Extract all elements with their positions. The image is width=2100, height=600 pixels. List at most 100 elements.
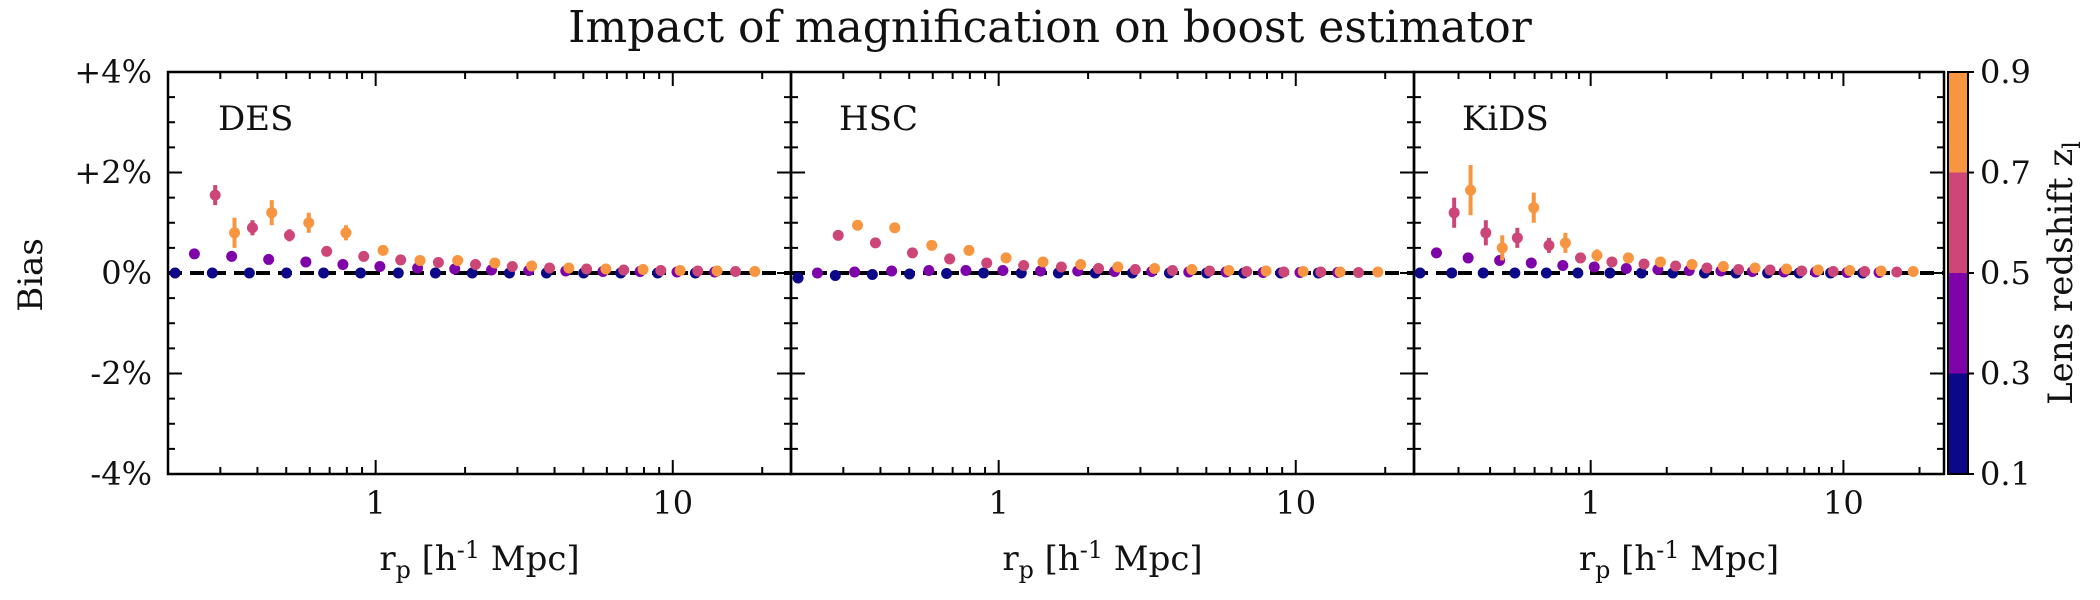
data-point [300, 256, 312, 268]
data-point [358, 250, 370, 262]
data-point [1604, 267, 1616, 279]
data-point [904, 268, 916, 280]
data-point [266, 207, 278, 219]
data-point [563, 262, 575, 274]
colorbar-label: Lens redshift zl​ [2041, 141, 2086, 405]
data-point [1733, 263, 1745, 275]
data-point [941, 268, 953, 280]
data-point [452, 254, 464, 266]
data-point [960, 264, 972, 276]
colorbar-segment [1948, 273, 1968, 374]
data-point [1509, 267, 1521, 279]
data-point [1557, 259, 1569, 271]
data-point [355, 267, 367, 279]
data-point [600, 263, 612, 275]
x-tick-label: 1 [1580, 484, 1600, 522]
colorbar-segment [1948, 172, 1968, 273]
data-point [392, 267, 404, 279]
data-point [321, 245, 333, 257]
data-point [637, 263, 649, 275]
data-point [1037, 256, 1049, 268]
data-point [923, 264, 935, 276]
data-point [1462, 252, 1474, 264]
data-point [1241, 265, 1253, 277]
series-z-bin-3 [1448, 197, 1903, 278]
data-point [944, 253, 956, 265]
data-point [581, 263, 593, 275]
data-point [318, 267, 330, 279]
data-point [1686, 258, 1698, 270]
data-point [1414, 267, 1426, 279]
colorbar-tick-label: 0.9 [1980, 53, 2031, 91]
data-point [1297, 265, 1309, 277]
data-point [1167, 264, 1179, 276]
data-point [749, 265, 761, 277]
data-point [1000, 252, 1012, 264]
x-axis-label: rp​ [h-1​ Mpc] [1579, 536, 1779, 584]
data-point [869, 237, 881, 249]
data-point [1844, 264, 1856, 276]
data-point [1315, 266, 1327, 278]
data-point [1018, 259, 1030, 271]
data-point [906, 247, 918, 259]
data-point [246, 222, 258, 234]
data-point [1717, 260, 1729, 272]
data-point [1635, 267, 1647, 279]
data-point [655, 264, 667, 276]
data-point [1764, 264, 1776, 276]
data-point [1606, 256, 1618, 268]
data-point [829, 270, 841, 282]
data-point [1875, 265, 1887, 277]
data-point [1372, 266, 1384, 278]
data-point [1859, 265, 1871, 277]
data-point [209, 189, 221, 201]
data-point [340, 227, 352, 239]
data-point [206, 267, 218, 279]
colorbar: 0.9 0.7 0.5 0.3 0.1 Lens redshift zl​ [1947, 53, 2086, 493]
data-point [526, 260, 538, 272]
data-point [374, 260, 386, 272]
data-point [1588, 261, 1600, 273]
data-point [1477, 267, 1489, 279]
data-point [188, 248, 200, 260]
data-point [1891, 266, 1903, 278]
data-point [849, 266, 861, 278]
data-point [981, 257, 993, 269]
data-point [1540, 267, 1552, 279]
panel-label: DES [218, 99, 293, 139]
data-point [729, 265, 741, 277]
data-point [395, 254, 407, 266]
data-point [377, 244, 389, 256]
data-point [963, 244, 975, 256]
data-point [1591, 249, 1603, 261]
data-point [226, 250, 238, 262]
data-point [792, 272, 804, 284]
data-point [414, 254, 426, 266]
data-point [432, 256, 444, 268]
data-point [1525, 257, 1537, 269]
data-point [283, 229, 295, 241]
x-tick-label: 10 [1823, 484, 1864, 522]
data-point [1035, 265, 1047, 277]
data-point [429, 267, 441, 279]
y-tick-label: +2% [74, 154, 152, 192]
data-point [886, 265, 898, 277]
x-tick-label: 1 [988, 484, 1008, 522]
x-axis-label: rp​ [h-1​ Mpc] [1002, 536, 1202, 584]
data-point [1701, 262, 1713, 274]
chart-title: Impact of magnification on boost estimat… [568, 2, 1533, 53]
x-axis-label: rp​ [h-1​ Mpc] [379, 536, 579, 584]
data-point [1093, 262, 1105, 274]
data-point [1572, 267, 1584, 279]
y-tick-label: -4% [90, 455, 152, 493]
data-point [1149, 262, 1161, 274]
colorbar-tick-label: 0.1 [1980, 455, 2031, 493]
data-point [1796, 265, 1808, 277]
data-point [889, 222, 901, 234]
data-point [1638, 258, 1650, 270]
series-z-bin-3 [832, 229, 1364, 278]
data-point [1446, 267, 1458, 279]
data-point [449, 263, 461, 275]
data-point [1528, 202, 1540, 214]
panel-kids: 1 10 rp​ [h-1​ Mpc] KiDS [1412, 70, 1946, 584]
